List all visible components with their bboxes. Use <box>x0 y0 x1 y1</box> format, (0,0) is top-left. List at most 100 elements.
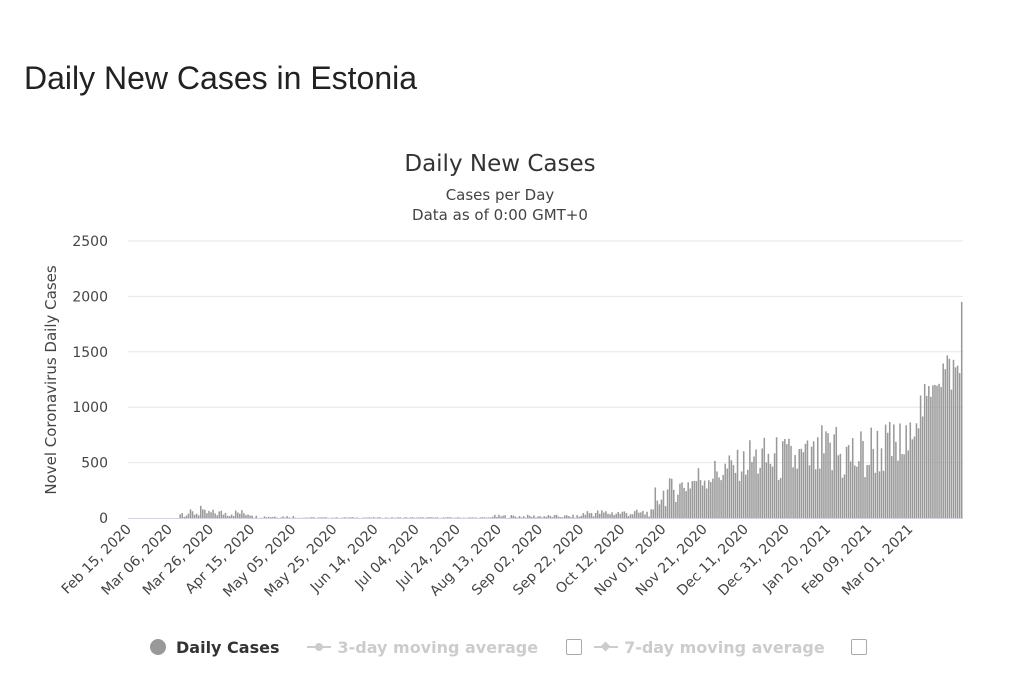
bar[interactable] <box>559 517 562 518</box>
bar[interactable] <box>757 473 759 518</box>
bar[interactable] <box>420 517 422 518</box>
bar[interactable] <box>794 455 796 518</box>
bar[interactable] <box>368 517 371 518</box>
bar[interactable] <box>555 514 558 518</box>
bar[interactable] <box>860 431 862 518</box>
bar[interactable] <box>504 515 506 518</box>
bar[interactable] <box>249 515 251 518</box>
bar[interactable] <box>247 514 249 518</box>
bar[interactable] <box>510 515 513 518</box>
bar[interactable] <box>576 515 578 518</box>
bar[interactable] <box>237 512 239 518</box>
bar[interactable] <box>870 427 872 518</box>
bar[interactable] <box>479 517 482 518</box>
bar[interactable] <box>810 446 813 518</box>
bar[interactable] <box>845 446 848 518</box>
bar[interactable] <box>594 513 597 518</box>
bar[interactable] <box>586 511 589 518</box>
bar[interactable] <box>469 517 471 518</box>
bar[interactable] <box>726 468 729 518</box>
bar[interactable] <box>496 516 498 518</box>
bar[interactable] <box>570 517 572 518</box>
bar[interactable] <box>668 478 671 518</box>
bar[interactable] <box>767 453 770 518</box>
bar[interactable] <box>615 513 617 518</box>
bar[interactable] <box>697 468 700 518</box>
bar[interactable] <box>350 517 352 518</box>
bar[interactable] <box>660 499 663 518</box>
bar[interactable] <box>868 464 870 518</box>
bar[interactable] <box>592 516 595 518</box>
bar[interactable] <box>245 515 247 518</box>
bar[interactable] <box>265 517 268 518</box>
bar[interactable] <box>940 387 942 518</box>
bar[interactable] <box>282 516 284 518</box>
bar[interactable] <box>378 517 381 518</box>
bar[interactable] <box>849 461 852 518</box>
bar[interactable] <box>627 516 630 518</box>
bar[interactable] <box>179 514 181 518</box>
bar[interactable] <box>899 423 901 518</box>
bar[interactable] <box>893 424 895 518</box>
bar[interactable] <box>847 445 850 518</box>
bar[interactable] <box>403 517 406 518</box>
bar[interactable] <box>271 517 274 518</box>
bar[interactable] <box>498 514 500 518</box>
bar[interactable] <box>864 477 866 518</box>
bar[interactable] <box>526 514 529 518</box>
bar[interactable] <box>220 510 223 518</box>
bar[interactable] <box>222 514 225 518</box>
bar[interactable] <box>960 301 963 518</box>
bar[interactable] <box>804 443 807 518</box>
checkbox-3-day-average[interactable] <box>566 639 583 655</box>
bar[interactable] <box>954 367 957 518</box>
bar[interactable] <box>638 512 640 518</box>
bar[interactable] <box>619 513 622 518</box>
bar[interactable] <box>724 463 726 518</box>
bar[interactable] <box>946 355 949 518</box>
bar[interactable] <box>761 448 763 518</box>
bar[interactable] <box>483 517 486 518</box>
bar[interactable] <box>269 517 272 518</box>
bar[interactable] <box>884 424 887 518</box>
bar[interactable] <box>952 359 955 518</box>
bar[interactable] <box>695 481 698 518</box>
bar[interactable] <box>199 505 202 518</box>
bar[interactable] <box>417 517 420 518</box>
bar[interactable] <box>854 465 856 518</box>
bar[interactable] <box>782 441 784 518</box>
bar[interactable] <box>691 481 694 518</box>
bar[interactable] <box>529 515 531 518</box>
bar[interactable] <box>728 455 731 518</box>
bar[interactable] <box>798 449 801 518</box>
bar[interactable] <box>856 466 858 518</box>
bar[interactable] <box>195 513 198 518</box>
bar[interactable] <box>321 517 323 518</box>
bar[interactable] <box>833 434 835 518</box>
bar[interactable] <box>492 516 494 518</box>
bar[interactable] <box>701 485 704 518</box>
bars[interactable] <box>179 301 963 518</box>
bar[interactable] <box>356 517 358 518</box>
bar[interactable] <box>274 516 276 518</box>
bar[interactable] <box>644 514 646 518</box>
bar[interactable] <box>765 462 768 518</box>
bar[interactable] <box>687 482 689 518</box>
bar[interactable] <box>541 517 543 518</box>
bar[interactable] <box>535 517 537 518</box>
bar[interactable] <box>738 480 741 518</box>
bar[interactable] <box>348 517 350 518</box>
bar[interactable] <box>598 513 601 518</box>
bar[interactable] <box>409 517 412 518</box>
bar[interactable] <box>646 511 648 518</box>
bar[interactable] <box>475 517 478 518</box>
bar[interactable] <box>609 514 611 518</box>
bar[interactable] <box>802 452 805 518</box>
bar[interactable] <box>742 451 745 518</box>
bar[interactable] <box>251 515 253 518</box>
bar[interactable] <box>313 517 315 518</box>
bar[interactable] <box>214 513 216 518</box>
bar[interactable] <box>673 489 675 518</box>
bar[interactable] <box>397 517 399 518</box>
bar[interactable] <box>502 515 504 518</box>
